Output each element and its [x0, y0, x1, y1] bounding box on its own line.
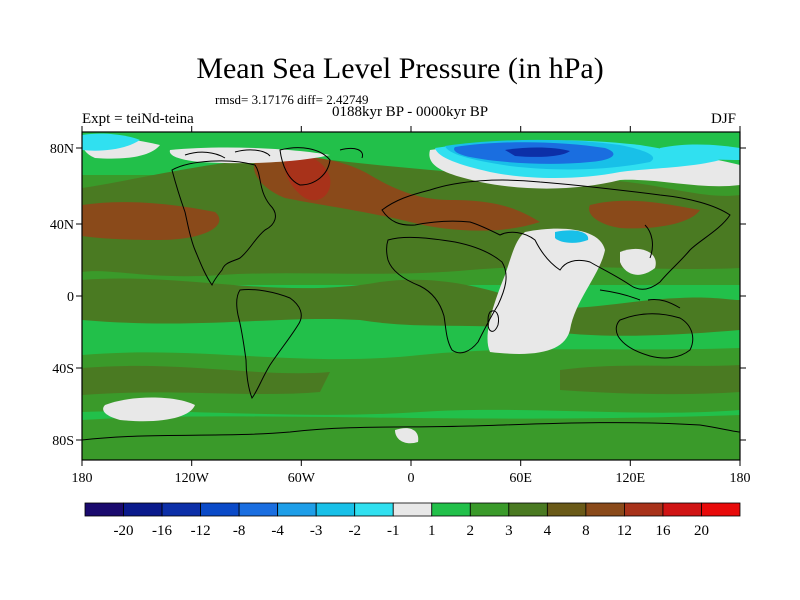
lat-label: 0 [67, 290, 74, 305]
lon-label: 60W [288, 471, 316, 486]
siberia-dark-blue [505, 147, 570, 157]
lon-label: 120E [616, 471, 646, 486]
coast-africa [386, 236, 507, 354]
longitude-axis: 180 120W 60W 0 60E 120E 180 [72, 126, 751, 486]
canada-light [169, 147, 330, 164]
lat-label: 80N [50, 142, 74, 157]
coast-japan [644, 224, 653, 259]
colorbar-box [161, 502, 201, 517]
colorbar-box [200, 502, 240, 517]
lon-label: 180 [72, 471, 93, 486]
colorbar-box [84, 502, 124, 517]
period-label: 0188kyr BP - 0000kyr BP [331, 104, 489, 120]
colorbar-box [701, 502, 741, 517]
experiment-label: Expt = teiNd-teina [82, 111, 194, 127]
colorbar-label: -8 [233, 523, 246, 539]
coast-arctic-islands [184, 147, 364, 159]
coast-madagascar [487, 310, 499, 332]
colorbar-box [315, 502, 356, 517]
arctic-nw-cyan [82, 133, 140, 151]
coast-eurasia [381, 179, 731, 290]
rmsd-diff-stats: rmsd= 3.17176 diff= 2.42749 [215, 92, 369, 107]
colorbar-box [123, 502, 163, 517]
colorbar-label: -3 [310, 523, 323, 539]
coast-antarctica [82, 422, 740, 441]
colorbar-box [469, 502, 510, 517]
south-pacific-light [103, 397, 195, 422]
colorbar-box [277, 502, 317, 517]
colorbar-label: 8 [582, 523, 590, 539]
lat-label: 40S [52, 362, 74, 377]
colorbar-label: -12 [191, 523, 211, 539]
arabian-cyan [555, 230, 589, 243]
colorbar-label: -20 [114, 523, 134, 539]
colorbar: -20 -16 -12 -8 -4 -3 -2 -1 1 2 3 4 8 12 16 20 [84, 502, 741, 539]
coast-indonesia [599, 289, 681, 309]
colorbar-box [508, 502, 548, 517]
lon-label: 180 [730, 471, 751, 486]
southern-olive [82, 365, 330, 395]
east-asia-brown [589, 200, 700, 229]
colorbar-label: 4 [544, 523, 552, 539]
colorbar-label: 12 [617, 523, 632, 539]
coast-greenland [279, 147, 331, 186]
west-pacific-light [620, 248, 656, 275]
lat-label: 40N [50, 218, 74, 233]
colorbar-label: 1 [428, 523, 436, 539]
season-label: DJF [711, 111, 737, 127]
colorbar-label: -4 [271, 523, 284, 539]
coast-north-america [171, 160, 276, 287]
pressure-field [82, 132, 740, 460]
colorbar-label: 3 [505, 523, 513, 539]
tropical-olive [82, 278, 740, 336]
colorbar-label: 2 [467, 523, 475, 539]
map-title: Mean Sea Level Pressure (in hPa) [196, 52, 604, 85]
colorbar-box [624, 502, 664, 517]
arctic-ne-cyan [660, 144, 740, 160]
coast-south-america [236, 289, 302, 400]
colorbar-box [392, 502, 433, 517]
latitude-axis: 80N 40N 0 40S 80S [50, 142, 746, 449]
lat-label: 80S [52, 434, 74, 449]
colorbar-label: -2 [348, 523, 361, 539]
greenland-red [284, 156, 331, 201]
lon-label: 120W [175, 471, 210, 486]
colorbar-box [546, 502, 587, 517]
lon-label: 0 [408, 471, 415, 486]
colorbar-label: -16 [152, 523, 172, 539]
colorbar-box [238, 502, 279, 517]
colorbar-label: 16 [655, 523, 671, 539]
colorbar-box [431, 502, 471, 517]
colorbar-box [662, 502, 702, 517]
colorbar-label: -1 [387, 523, 400, 539]
antarctic-light [395, 428, 419, 444]
coastlines [82, 147, 740, 441]
colorbar-label: 20 [694, 523, 709, 539]
colorbar-box [354, 502, 394, 517]
lon-label: 60E [509, 471, 532, 486]
coast-australia [615, 313, 694, 359]
south-indian-olive [560, 365, 740, 395]
colorbar-box [585, 502, 625, 517]
